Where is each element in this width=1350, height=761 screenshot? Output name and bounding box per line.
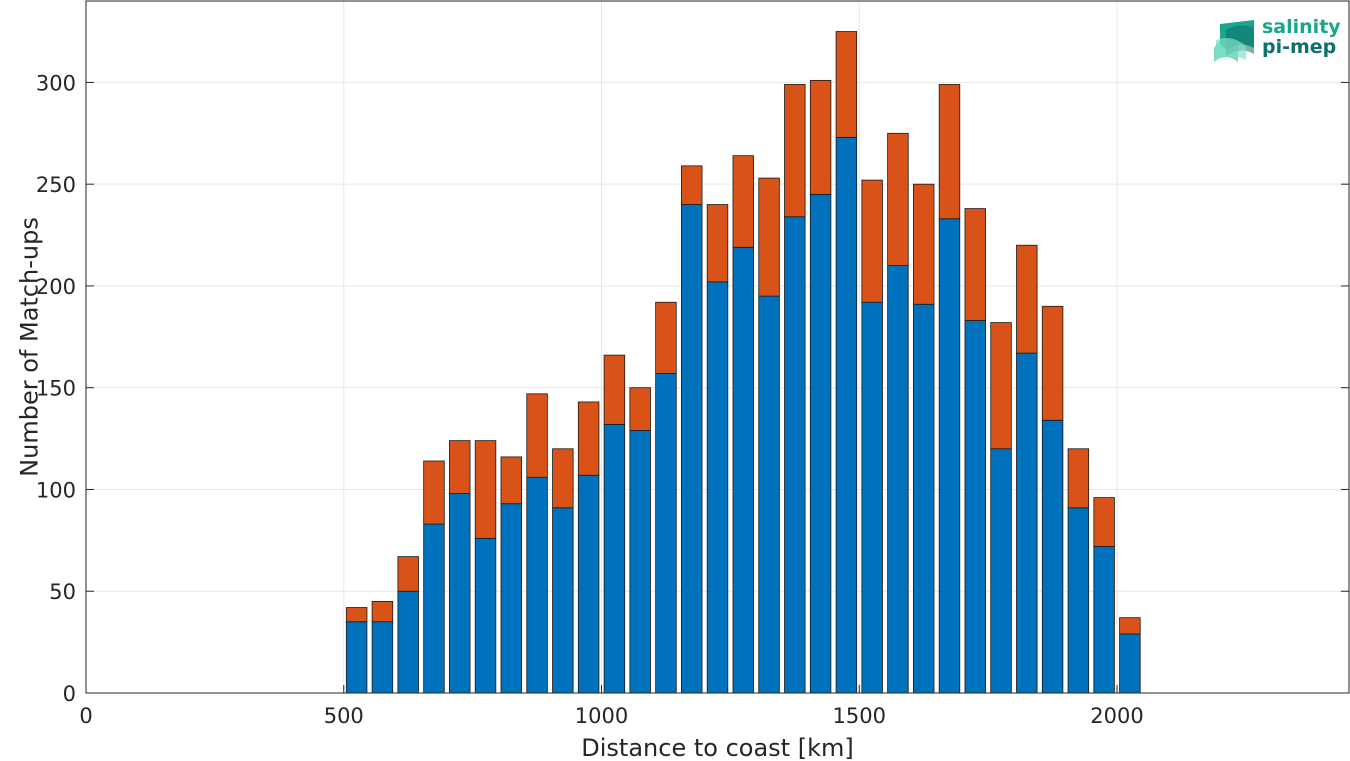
bar-segment-blue [835, 136, 858, 694]
bar-segment-blue [1067, 507, 1090, 694]
bar-segment-blue [423, 523, 445, 694]
y-tick-label: 0 [63, 682, 76, 706]
bar-segment-blue [449, 493, 471, 694]
bar-segment-blue [990, 448, 1012, 694]
bar-segment-blue [474, 537, 497, 694]
plot-frame [85, 0, 1350, 694]
bar-segment-orange [449, 440, 471, 494]
bar-segment-blue [732, 246, 754, 694]
bar-segment-blue [887, 265, 909, 694]
bar-segment-orange [603, 354, 626, 425]
bar-segment-blue [681, 204, 703, 694]
bar-segment-orange [552, 448, 574, 509]
bar-segment-orange [990, 322, 1012, 450]
salinity-pi-mep-logo: salinity pi-mep [1214, 16, 1341, 62]
bar-segment-orange [1067, 448, 1090, 509]
bar-segment-orange [861, 179, 883, 303]
bar-segment-blue [964, 320, 986, 694]
bar-segment-orange [371, 601, 394, 623]
bar-segment-orange [835, 31, 858, 138]
bar-segment-orange [1093, 497, 1115, 547]
bar-segment-orange [397, 556, 419, 592]
bar-segment-orange [887, 132, 909, 266]
bar-segment-orange [681, 165, 703, 205]
bar-segment-orange [809, 79, 832, 195]
bar-segment-orange [1119, 617, 1141, 635]
bar-segment-blue [809, 193, 832, 694]
x-tick-label: 0 [79, 704, 92, 728]
bar-segment-blue [552, 507, 574, 694]
x-tick-label: 1000 [575, 704, 628, 728]
x-tick-label: 500 [324, 704, 364, 728]
bar-segment-blue [500, 503, 523, 694]
bar-segment-blue [1093, 546, 1115, 694]
bar-segment-blue [397, 590, 419, 694]
bar-segment-orange [345, 607, 368, 623]
y-tick-label: 50 [49, 580, 76, 604]
y-tick-label: 150 [36, 377, 76, 401]
x-tick-label: 1500 [833, 704, 886, 728]
bar-segment-orange [938, 84, 961, 220]
bar-segment-blue [345, 621, 368, 694]
bar-segment-blue [861, 301, 883, 694]
bar-segment-blue [526, 476, 548, 694]
bar-segment-orange [1041, 305, 1064, 421]
bar-segment-blue [758, 295, 780, 694]
bar-segment-orange [732, 155, 754, 248]
bar-segment-orange [629, 387, 651, 431]
axis-ticks: 0 500 1000 1500 2000 0 50 100 150 200 250 300 [36, 71, 1349, 728]
logo-line-2: pi-mep [1262, 36, 1336, 58]
bar-segment-blue [1119, 633, 1141, 694]
bar-segment-orange [784, 84, 806, 218]
bar-segment-orange [655, 301, 677, 374]
bar-segment-orange [912, 183, 935, 305]
bar-segment-blue [655, 373, 677, 694]
bar-segment-blue [603, 423, 626, 694]
bar-segment-blue [1016, 352, 1038, 694]
bar-segment-orange [500, 456, 523, 505]
y-axis-title: Number of Match-ups [16, 217, 44, 477]
bar-segment-blue [577, 474, 600, 694]
bar-segment-orange [706, 204, 729, 283]
bar-segment-orange [1016, 244, 1038, 354]
bar-segment-blue [784, 216, 806, 694]
y-tick-label: 250 [36, 173, 76, 197]
bar-segment-blue [706, 281, 729, 694]
logo-line-1: salinity [1262, 16, 1341, 38]
y-tick-label: 200 [36, 275, 76, 299]
y-tick-label: 100 [36, 478, 76, 502]
bar-segment-orange [423, 460, 445, 525]
bar-segment-blue [1041, 419, 1064, 694]
bar-segment-blue [938, 218, 961, 694]
bar-segment-orange [474, 440, 497, 539]
bar-segment-orange [758, 177, 780, 297]
bar-segment-orange [526, 393, 548, 478]
bar-segment-blue [912, 303, 935, 694]
bar-segment-blue [371, 621, 394, 694]
wave-logo-icon [1214, 20, 1254, 62]
bar-segment-blue [629, 430, 651, 694]
y-tick-label: 300 [36, 71, 76, 95]
x-tick-label: 2000 [1090, 704, 1143, 728]
x-axis-title: Distance to coast [km] [581, 734, 853, 761]
bar-segment-orange [577, 401, 600, 476]
bar-segment-orange [964, 208, 986, 321]
